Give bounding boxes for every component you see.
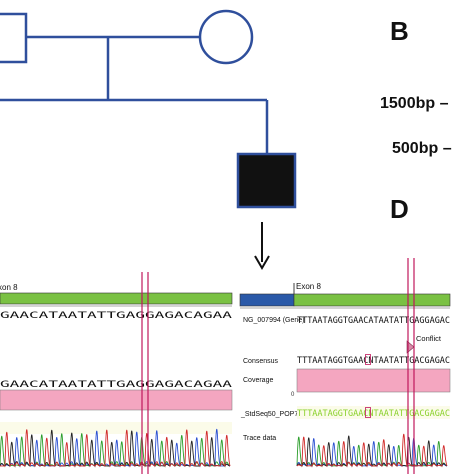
right-trace-chromatogram — [296, 433, 448, 468]
left-consensus-sequence: GAACATAATATTGAGGAGACAGAA — [0, 380, 234, 390]
trace-left-t-channel — [0, 429, 231, 468]
panel-label-b: B — [390, 16, 409, 46]
ladder-marker-500bp: 500bp – — [392, 140, 452, 157]
read-sequence: TTTAATAGGTGAACNTAATATTGACGAGAC — [297, 409, 450, 419]
mother-circle — [198, 9, 254, 65]
trace-right-t-channel — [296, 433, 448, 468]
intron-bar — [239, 293, 295, 307]
consensus-sequence: TTTAATAGGTGAACNTAATATTGACGAGAC — [297, 356, 450, 366]
exon-8-bar — [293, 293, 451, 307]
read-sequence-bar — [297, 406, 450, 419]
left-sequence-panel: xon 8 GAACATAATATTGAGGAGACAGAA GAACATAAT… — [0, 272, 234, 474]
pedigree — [0, 9, 297, 270]
left-read-sequence-bar — [0, 422, 232, 434]
read-label: _StdSeq50_POP7_1 — [240, 411, 306, 418]
coverage-axis-zero: 0 — [291, 392, 295, 398]
gene-label: NG_007994 (Gene) — [243, 317, 304, 324]
left-coverage-bar — [0, 389, 233, 411]
consensus-label: Consensus — [243, 358, 279, 365]
trace-data-label: Trace data — [243, 435, 276, 442]
conflict-label: Conflict — [416, 334, 442, 343]
coverage-label: Coverage — [243, 377, 273, 384]
right-exon-label: Exon 8 — [296, 282, 321, 291]
coverage-bar — [296, 368, 451, 393]
left-exon-bar — [0, 292, 233, 305]
consensus-n-highlight — [365, 354, 371, 365]
right-sequence-panel: Exon 8 NG_007994 (Gene) TTTAATAGGTGAACAT… — [239, 258, 451, 474]
ladder-marker-1500bp: 1500bp – — [380, 95, 449, 112]
left-exon-label: xon 8 — [0, 283, 18, 292]
father-square — [0, 12, 28, 64]
left-gene-sequence: GAACATAATATTGAGGAGACAGAA — [0, 311, 234, 321]
gene-sequence: TTTAATAGGTGAACATAATATTGAGGAGAC — [297, 316, 450, 326]
panel-label-d: D — [390, 194, 409, 224]
proband-square — [236, 152, 297, 209]
left-trace-chromatogram — [0, 429, 231, 468]
conflict-marker-icon — [406, 340, 415, 354]
proband-arrow-head — [254, 255, 270, 270]
read-n-highlight — [365, 407, 371, 418]
